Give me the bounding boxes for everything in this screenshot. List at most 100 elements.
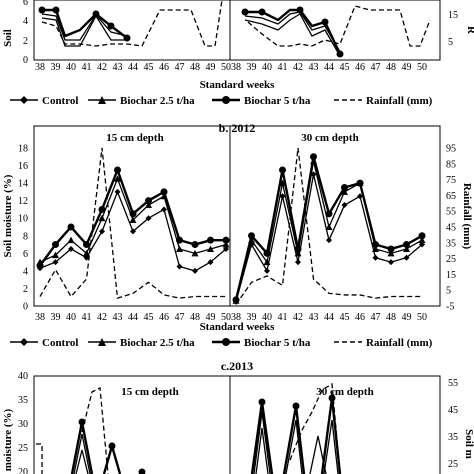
y-axis-label-c: moisture (%): [2, 408, 14, 471]
data-point-biochar5: [83, 241, 90, 249]
data-point-control: [130, 228, 136, 235]
data-point-biochar5: [387, 245, 395, 253]
data-point-biochar5: [52, 241, 59, 249]
data-point-biochar5: [403, 241, 410, 249]
data-point-control: [192, 267, 198, 274]
y2-axis-label-b: Rainfall (mm): [461, 183, 473, 250]
y2tick-c: 55: [448, 378, 458, 389]
y-tick-label: 16: [18, 161, 28, 172]
x-tick-label: 48: [386, 312, 396, 323]
data-point: [321, 18, 329, 26]
legend-label-rainfall: Rainfall (mm): [366, 337, 433, 349]
x-axis-ticks-b: 38 39 40 41 42 43 44 45 46 47 48 49 50 38 39 40 41 42 43 44…: [35, 312, 427, 323]
series-line-rainfall: [81, 386, 109, 474]
ytick-c: 25: [18, 443, 28, 454]
panel-a-frame: [33, 0, 441, 61]
x-axis-ticks-a: 38 39 40 41 42 43 44 45 46 47 48 49 50 38 39 40 41 42 43 44…: [35, 62, 427, 73]
data-point-biochar25: [83, 249, 90, 257]
series-line-biochar25: [235, 161, 423, 301]
data-point: [52, 6, 60, 14]
y2-tick-label: 65: [446, 191, 456, 202]
x-tick-label: 39: [247, 62, 257, 73]
y2-tick-label: 95: [446, 144, 456, 155]
data-point-biochar25: [176, 245, 183, 252]
ytick-a: 0: [23, 55, 28, 66]
x-tick-label: 40: [66, 312, 76, 323]
x-tick-label: 46: [355, 62, 365, 73]
data-point-control: [388, 259, 394, 266]
data-point-control: [145, 215, 152, 222]
y2tick-c: 45: [448, 405, 458, 416]
panel-b-frame: [33, 125, 441, 307]
data-point-biochar25: [341, 188, 348, 195]
data-point-biochar25: [387, 249, 395, 257]
x-tick-label: 43: [113, 312, 123, 323]
data-point-control: [68, 245, 74, 252]
x-tick-label: 40: [262, 62, 272, 73]
data-point-control: [264, 267, 270, 274]
data-point-biochar25: [294, 249, 302, 257]
data-point-biochar5: [248, 232, 255, 240]
y2-axis-label-c: Soil m: [463, 429, 474, 459]
panel-a: 0 2 4 6 5 15 Soil R 38 39 40 41 42 43 44 45 46 47…: [2, 0, 474, 91]
ytick-c: 40: [18, 371, 28, 382]
triangle-marker-icon: [98, 96, 106, 104]
data-point: [92, 10, 100, 18]
data-point-biochar5: [356, 179, 364, 187]
x-tick-label: 50: [221, 312, 231, 323]
series-line-biochar25: [253, 411, 271, 474]
panel-b: b. 2012 15 cm depth 30 cm depth Soil moi…: [2, 121, 473, 333]
data-point-biochar5: [372, 241, 379, 249]
x-tick-label: 42: [97, 312, 107, 323]
data-point-biochar25: [191, 249, 199, 257]
y2tick-a: 5: [448, 37, 453, 48]
y2-tick-label: 25: [446, 254, 456, 265]
x-tick-label: 46: [159, 312, 169, 323]
data-point: [78, 418, 86, 426]
y2tick-c: 35: [448, 432, 458, 443]
x-tick-label: 41: [278, 312, 288, 323]
ytick-a: 6: [23, 0, 28, 8]
y-tick-label: 10: [18, 214, 28, 225]
y-tick-label: 12: [18, 196, 28, 207]
series-line-control: [75, 449, 89, 474]
ytick-a: 4: [23, 16, 28, 27]
legend-1: Control Biochar 2.5 t/ha Biochar 5 t/ha …: [10, 95, 433, 107]
legend-label-biochar5: Biochar 5 t/ha: [244, 95, 311, 107]
legend-label-control: Control: [42, 337, 78, 349]
data-point-control: [176, 263, 183, 270]
data-point: [38, 6, 46, 14]
data-point-biochar5: [67, 223, 75, 231]
x-tick-label: 50: [417, 312, 427, 323]
circle-marker-icon: [222, 96, 230, 104]
x-tick-label: 39: [51, 312, 61, 323]
series-line-rainfall: [39, 147, 226, 299]
data-point-biochar25: [207, 245, 214, 252]
data-point-biochar25: [67, 236, 75, 244]
x-tick-label: 41: [278, 62, 288, 73]
data-point: [292, 402, 300, 410]
y-tick-label: 18: [18, 144, 28, 155]
x-tick-label: 40: [66, 62, 76, 73]
panel-b-title: b. 2012: [219, 121, 256, 135]
y-tick-label: 0: [23, 302, 28, 313]
series-line-control: [244, 13, 341, 57]
data-point-biochar5: [232, 296, 240, 304]
ytick-c: 20: [18, 467, 28, 474]
x-tick-label: 50: [417, 62, 427, 73]
data-point-biochar25: [403, 245, 410, 252]
y-tick-label: 2: [23, 284, 28, 295]
data-point: [258, 398, 266, 406]
data-point-control: [403, 254, 410, 261]
data-point-control: [99, 228, 105, 235]
series-line-biochar25: [73, 433, 91, 474]
y2-tick-label: 5: [446, 286, 451, 297]
series-line-rainfall: [235, 147, 422, 305]
series-line-biochar25: [285, 419, 303, 474]
data-point: [241, 8, 249, 16]
data-point-control: [341, 202, 348, 209]
data-point-control: [279, 193, 286, 200]
y-tick-label: 4: [23, 266, 28, 277]
ytick-c: 30: [18, 419, 28, 430]
